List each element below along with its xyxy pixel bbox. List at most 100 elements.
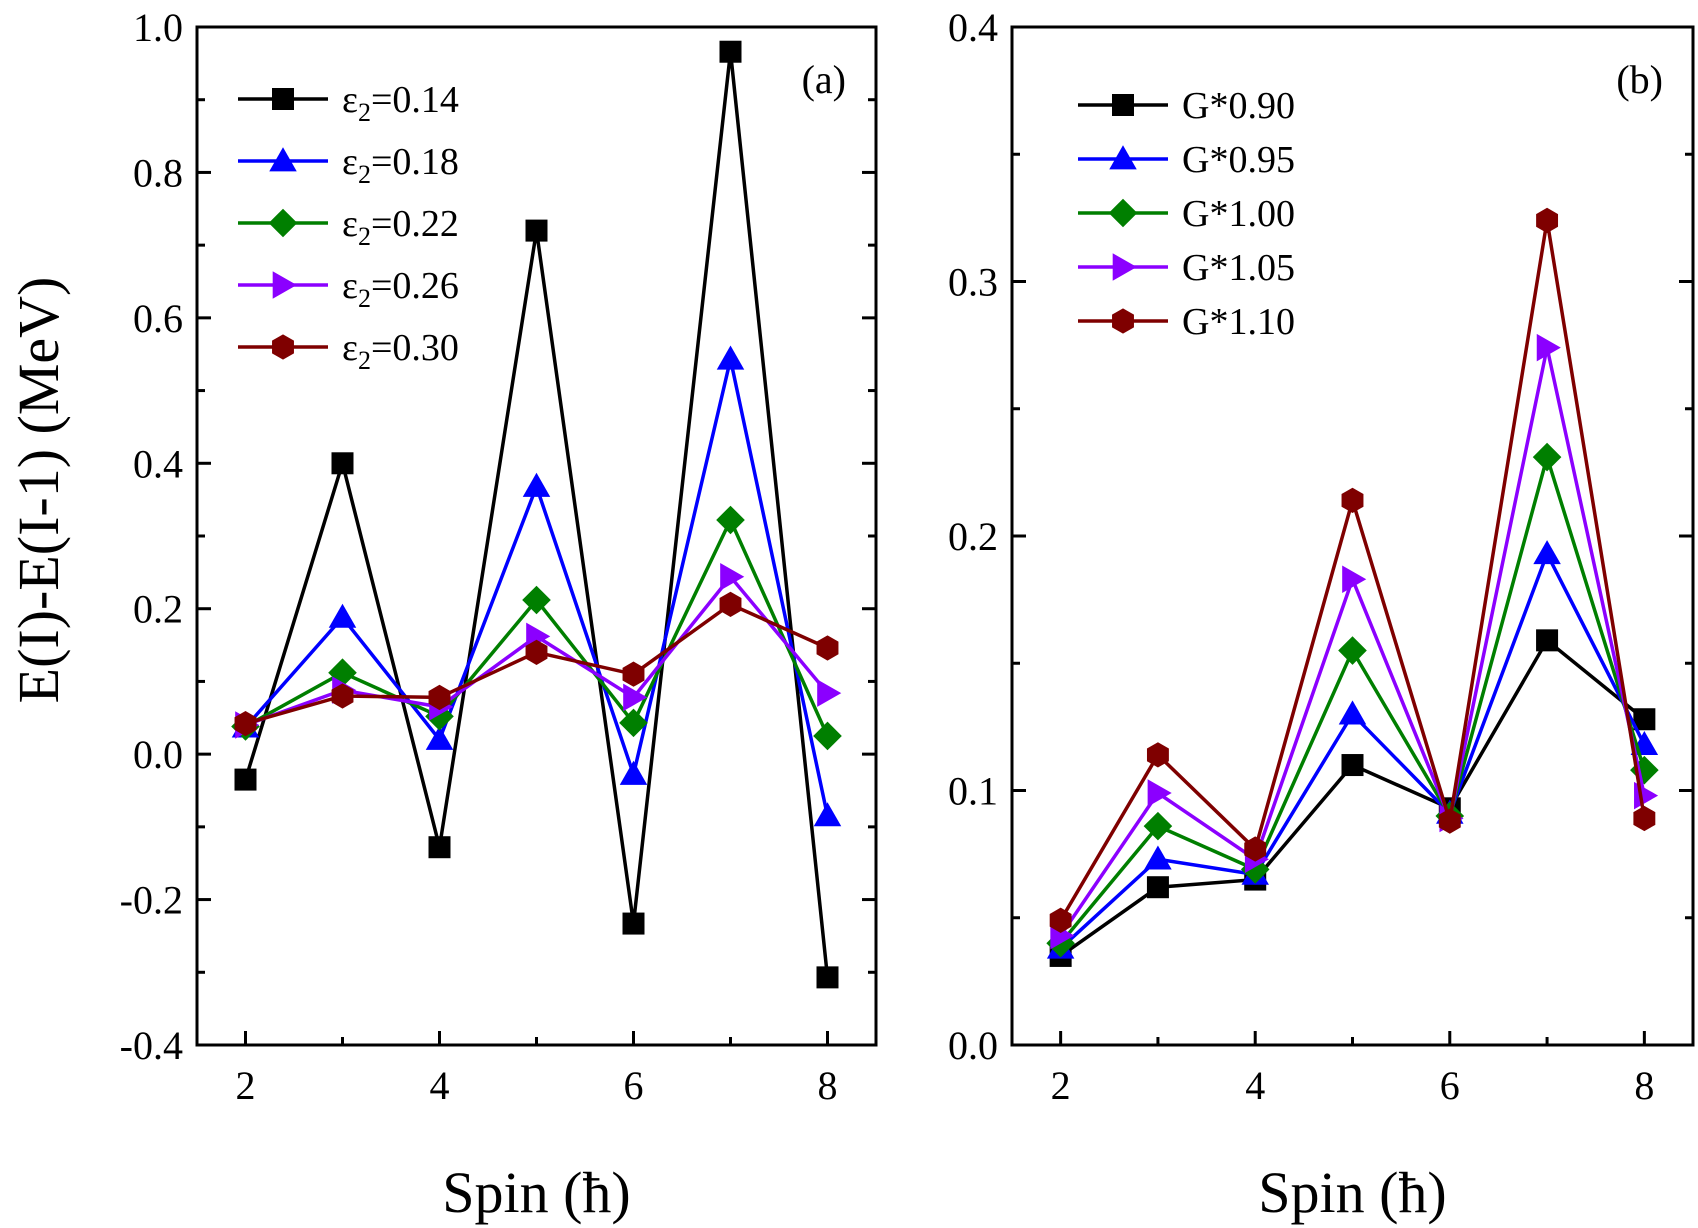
data-point <box>1532 442 1562 472</box>
series-2 <box>1046 540 1659 959</box>
data-point <box>1630 755 1659 785</box>
data-point <box>428 684 451 711</box>
x-tick-label: 8 <box>818 1063 838 1108</box>
data-point <box>525 639 548 665</box>
data-point <box>522 472 551 497</box>
y-tick-label: 0.1 <box>948 769 998 814</box>
legend-marker <box>268 208 298 238</box>
x-tick-label: 8 <box>1634 1063 1654 1108</box>
data-point <box>716 505 745 535</box>
data-point <box>425 702 454 731</box>
series-5 <box>1049 207 1656 933</box>
y-tick-label: 0.3 <box>948 260 998 305</box>
legend-marker <box>1108 198 1138 228</box>
data-point <box>813 802 842 827</box>
legend-label: G*1.05 <box>1182 247 1295 289</box>
data-point <box>1146 742 1169 768</box>
data-point <box>1536 629 1559 652</box>
data-point <box>234 710 257 737</box>
data-point <box>813 721 842 751</box>
y-tick-label: 1.0 <box>133 5 183 50</box>
y-tick-label: -0.2 <box>120 878 183 923</box>
y-tick-label: 0.0 <box>948 1023 998 1068</box>
legend-label: ε2=0.18 <box>342 141 459 189</box>
data-point <box>816 966 839 989</box>
legend-marker <box>269 147 297 172</box>
data-point <box>1633 805 1656 832</box>
y-tick-label: 0.0 <box>133 732 183 777</box>
x-tick-label: 4 <box>430 1063 450 1108</box>
legend-marker <box>272 88 294 110</box>
data-point <box>619 760 648 785</box>
data-point <box>1342 565 1367 594</box>
legend-marker <box>1112 308 1134 334</box>
data-point <box>1338 700 1367 725</box>
y-tick-label: 0.2 <box>133 587 183 632</box>
legend-label: G*0.95 <box>1182 139 1295 181</box>
data-point <box>328 603 357 628</box>
data-point <box>428 836 451 859</box>
x-tick-label: 4 <box>1245 1063 1265 1108</box>
legend-marker <box>272 271 297 299</box>
legend-marker <box>1112 253 1137 281</box>
data-point <box>1143 811 1173 841</box>
panel-label: (b) <box>1616 57 1663 102</box>
data-point <box>234 768 257 791</box>
data-point <box>817 679 842 707</box>
data-point <box>623 683 648 712</box>
x-tick-label: 6 <box>1440 1063 1460 1108</box>
legend-label: G*1.10 <box>1182 301 1295 343</box>
legend-label: G*0.90 <box>1182 85 1295 127</box>
data-point <box>331 683 354 709</box>
data-point <box>1338 636 1367 665</box>
data-point <box>1341 487 1364 514</box>
data-point <box>331 452 354 475</box>
series-line <box>243 51 830 978</box>
legend-marker <box>1112 94 1134 116</box>
legend-marker <box>272 334 294 360</box>
data-point <box>720 562 745 591</box>
data-point <box>1244 836 1267 862</box>
legend-label: ε2=0.14 <box>342 79 459 127</box>
legend-marker <box>1109 145 1137 170</box>
data-point <box>816 635 839 661</box>
data-point <box>525 219 548 242</box>
x-axis-title: Spin (ħ) <box>1258 1160 1447 1225</box>
data-point <box>1536 333 1561 362</box>
legend: G*0.90 G*0.95 G*1.00 G*1.05 G*1.10 <box>1078 85 1295 343</box>
series-5 <box>234 591 839 737</box>
series-3 <box>1046 442 1659 958</box>
data-point <box>1144 845 1172 870</box>
y-axis-title: E(I)-E(I-1) (MeV) <box>6 277 71 704</box>
legend-label: ε2=0.26 <box>342 265 459 313</box>
legend-label: ε2=0.22 <box>342 203 459 251</box>
data-point <box>716 345 745 370</box>
data-point <box>1533 540 1561 565</box>
series-1 <box>234 40 839 989</box>
x-tick-label: 2 <box>1051 1063 1071 1108</box>
data-point <box>622 661 645 687</box>
y-tick-label: 0.2 <box>948 514 998 559</box>
legend-label: G*1.00 <box>1182 193 1295 235</box>
x-axis-title: Spin (ħ) <box>442 1160 631 1225</box>
y-tick-label: -0.4 <box>120 1023 183 1068</box>
data-point <box>719 40 742 63</box>
data-point <box>1049 907 1072 933</box>
y-tick-label: 0.8 <box>133 150 183 195</box>
y-tick-label: 0.4 <box>133 441 183 486</box>
plot-frame <box>195 25 878 1047</box>
data-point <box>1341 754 1364 777</box>
x-tick-label: 2 <box>236 1063 256 1108</box>
y-tick-label: 0.6 <box>133 296 183 341</box>
panel-a: -0.4 -0.2 0.0 0.2 0.4 0.6 0.8 1.0 2 4 6 8 Spin (ħ) (a… <box>120 5 878 1225</box>
series-3 <box>231 505 842 751</box>
data-point <box>719 591 742 618</box>
data-point <box>1438 808 1461 834</box>
panel-label: (a) <box>802 57 846 102</box>
data-point <box>425 725 454 750</box>
series-1 <box>1049 629 1656 967</box>
legend: ε2=0.14 ε2=0.18 ε2=0.22 ε2=0.26 ε2=0.30 <box>238 79 459 375</box>
legend-label: ε2=0.30 <box>342 327 459 375</box>
